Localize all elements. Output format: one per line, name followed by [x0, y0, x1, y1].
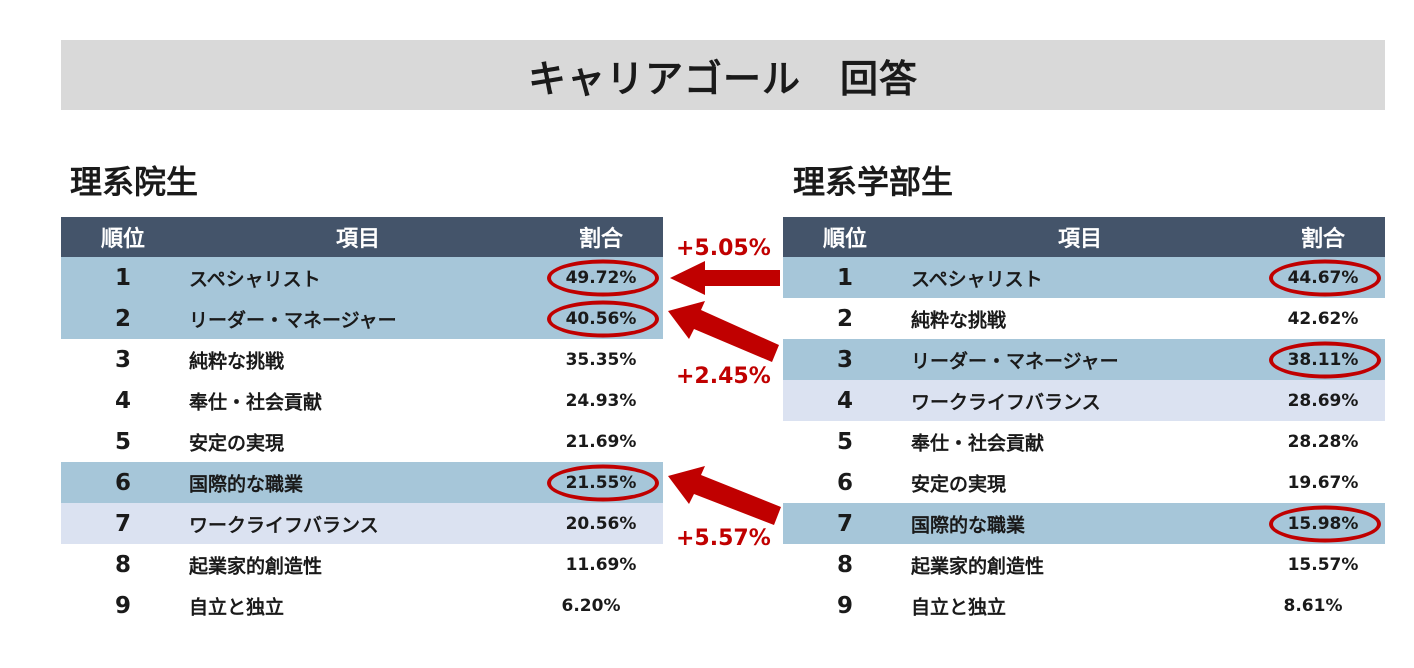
rank-cell: 2	[836, 305, 854, 332]
table-row: 5 奉仕・社会貢献 28.28%	[783, 421, 1385, 462]
graduate-ranking-table: 順位 項目 割合 1 スペシャリスト 49.72% 2 リーダー・マネージャー …	[61, 217, 663, 626]
table-row: 3 純粋な挑戦 35.35%	[61, 339, 663, 380]
table-header: 順位 項目 割合	[61, 217, 663, 257]
rank-cell: 6	[114, 469, 132, 496]
rank-cell: 1	[114, 264, 132, 291]
rank-cell: 5	[114, 428, 132, 455]
ratio-cell: 42.62%	[1287, 308, 1359, 329]
rank-cell: 4	[836, 387, 854, 414]
table-row: 2 純粋な挑戦 42.62%	[783, 298, 1385, 339]
right-group-title: 理系学部生	[793, 163, 954, 201]
rank-cell: 2	[114, 305, 132, 332]
item-header: 項目	[335, 227, 381, 252]
table-row: 4 奉仕・社会貢献 24.93%	[61, 380, 663, 421]
difference-international-career: +5.57%	[676, 526, 771, 551]
highlight-circle	[547, 300, 659, 337]
arrow-leader-manager	[668, 301, 779, 362]
rank-cell: 7	[836, 510, 854, 537]
table-row: 2 リーダー・マネージャー 40.56%	[61, 298, 663, 339]
item-cell: 純粋な挑戦	[911, 309, 1007, 331]
ratio-cell: 19.67%	[1287, 472, 1359, 493]
rank-cell: 9	[114, 592, 132, 619]
item-cell: 奉仕・社会貢献	[911, 432, 1045, 454]
left-group-title: 理系院生	[70, 163, 199, 201]
table-row: 9 自立と独立 6.20%	[61, 585, 663, 626]
rank-header: 順位	[100, 227, 146, 252]
item-cell: スペシャリスト	[911, 268, 1043, 290]
table-header: 順位 項目 割合	[783, 217, 1385, 257]
rank-cell: 3	[836, 346, 854, 373]
table-row: 1 スペシャリスト 49.72%	[61, 257, 663, 298]
rank-cell: 3	[114, 346, 132, 373]
item-cell: 国際的な職業	[189, 473, 304, 495]
item-cell: 安定の実現	[911, 473, 1007, 495]
ratio-cell: 35.35%	[565, 349, 637, 370]
rank-cell: 8	[114, 551, 132, 578]
rank-cell: 4	[114, 387, 132, 414]
table-row: 4 ワークライフバランス 28.69%	[783, 380, 1385, 421]
ratio-cell: 24.93%	[565, 390, 637, 411]
item-cell: ワークライフバランス	[911, 391, 1101, 413]
table-row: 7 ワークライフバランス 20.56%	[61, 503, 663, 544]
item-cell: 起業家的創造性	[189, 555, 323, 577]
table-row: 8 起業家的創造性 15.57%	[783, 544, 1385, 585]
difference-leader-manager: +2.45%	[676, 364, 771, 389]
page-title: キャリアゴール 回答	[527, 56, 918, 101]
table-row: 8 起業家的創造性 11.69%	[61, 544, 663, 585]
ratio-cell: 21.69%	[565, 431, 637, 452]
highlight-circle	[547, 259, 659, 296]
table-row: 6 国際的な職業 21.55%	[61, 462, 663, 503]
highlight-circle	[1269, 259, 1381, 296]
item-cell: リーダー・マネージャー	[911, 350, 1119, 372]
ratio-cell: 15.57%	[1287, 554, 1359, 575]
item-cell: リーダー・マネージャー	[189, 309, 397, 331]
rank-header: 順位	[822, 227, 868, 252]
rank-cell: 1	[836, 264, 854, 291]
table-row: 1 スペシャリスト 44.67%	[783, 257, 1385, 298]
ratio-cell: 11.69%	[565, 554, 637, 575]
difference-specialist: +5.05%	[676, 236, 771, 261]
ratio-cell: 6.20%	[561, 595, 621, 616]
highlight-circle	[1269, 341, 1381, 378]
item-cell: 国際的な職業	[911, 514, 1026, 536]
ratio-cell: 28.28%	[1287, 431, 1359, 452]
item-cell: スペシャリスト	[189, 268, 321, 290]
rank-cell: 5	[836, 428, 854, 455]
item-cell: ワークライフバランス	[189, 514, 379, 536]
rank-cell: 8	[836, 551, 854, 578]
table-row: 5 安定の実現 21.69%	[61, 421, 663, 462]
table-row: 7 国際的な職業 15.98%	[783, 503, 1385, 544]
item-cell: 奉仕・社会貢献	[189, 391, 323, 413]
rank-cell: 6	[836, 469, 854, 496]
rank-cell: 7	[114, 510, 132, 537]
item-cell: 純粋な挑戦	[189, 350, 285, 372]
rank-cell: 9	[836, 592, 854, 619]
ratio-cell: 20.56%	[565, 513, 637, 534]
item-cell: 自立と独立	[911, 596, 1007, 618]
arrow-international-career	[668, 466, 781, 525]
item-header: 項目	[1057, 227, 1103, 252]
table-row: 9 自立と独立 8.61%	[783, 585, 1385, 626]
item-cell: 起業家的創造性	[911, 555, 1045, 577]
highlight-circle	[1269, 505, 1381, 542]
undergraduate-ranking-table: 順位 項目 割合 1 スペシャリスト 44.67% 2 純粋な挑戦 42.62%…	[783, 217, 1385, 626]
ratio-header: 割合	[578, 227, 624, 252]
title-bar: キャリアゴール 回答	[61, 40, 1385, 110]
highlight-circle	[547, 464, 659, 501]
table-row: 6 安定の実現 19.67%	[783, 462, 1385, 503]
ratio-cell: 8.61%	[1283, 595, 1343, 616]
ratio-header: 割合	[1300, 227, 1346, 252]
item-cell: 安定の実現	[189, 432, 285, 454]
ratio-cell: 28.69%	[1287, 390, 1359, 411]
arrow-specialist	[670, 261, 780, 295]
table-row: 3 リーダー・マネージャー 38.11%	[783, 339, 1385, 380]
item-cell: 自立と独立	[189, 596, 285, 618]
